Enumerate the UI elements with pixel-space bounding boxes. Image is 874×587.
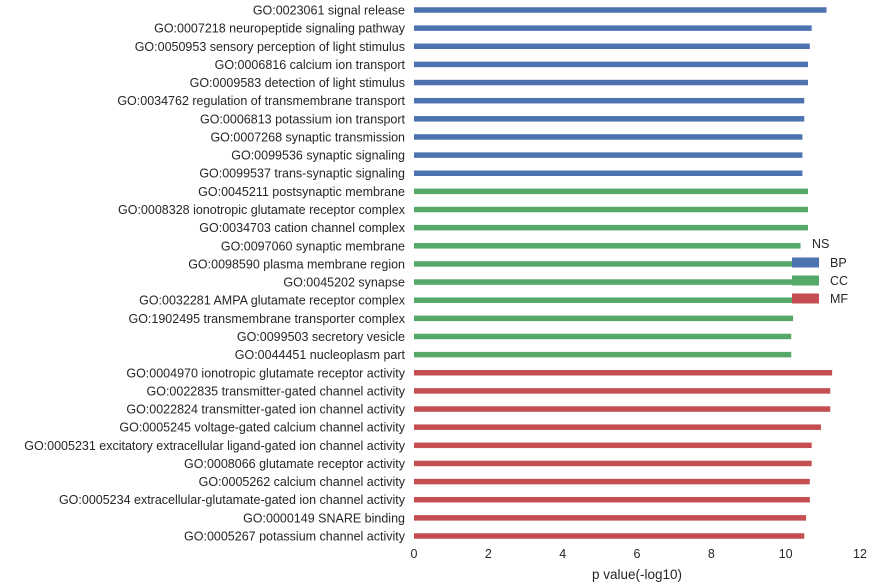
bar [414,533,805,539]
x-tick-label: 10 [779,547,793,561]
x-axis-ticks: 0 2 4 6 8 10 12 [411,547,867,561]
category-label: GO:0000149 SNARE binding [243,511,405,525]
bar [414,297,794,303]
category-label: GO:0005231 excitatory extracellular liga… [24,439,406,453]
category-label: GO:0009583 detection of light stimulus [190,76,405,90]
category-label: GO:0097060 synaptic membrane [221,239,405,253]
category-label: GO:0005267 potassium channel activity [184,530,406,544]
x-tick-label: 6 [634,547,641,561]
x-tick-label: 8 [708,547,715,561]
category-label: GO:0099537 trans-synaptic signaling [199,167,405,181]
category-label: GO:0006813 potassium ion transport [200,112,406,126]
category-label: GO:0007268 synaptic transmission [210,130,405,144]
x-tick-label: 4 [559,547,566,561]
category-label: GO:0099536 synaptic signaling [231,149,405,163]
bar [414,188,808,195]
bar [414,61,808,68]
bar [414,515,807,521]
legend-title: NS [812,237,829,251]
x-axis-title: p value(-log10) [592,567,682,582]
bar [414,134,803,140]
bar [414,370,833,376]
bar [414,333,792,340]
category-label: GO:0006816 calcium ion transport [215,58,406,72]
bar [414,478,810,485]
bar [414,97,805,104]
category-label: GO:0023061 signal release [253,4,405,18]
legend-swatch [792,275,819,286]
bar [414,170,803,176]
bar [414,496,810,503]
category-label: GO:0022824 transmitter-gated ion channel… [126,403,405,417]
category-label: GO:0098590 plasma membrane region [188,257,405,271]
category-label: GO:0045202 synapse [283,276,405,290]
category-label: GO:0044451 nucleoplasm part [235,348,406,362]
category-label: GO:0034703 cation channel complex [199,221,405,235]
category-label: GO:0005245 voltage-gated calcium channel… [119,421,405,435]
legend-swatch [792,293,819,304]
bar [414,79,808,86]
category-label: GO:0099503 secretory vesicle [237,330,405,344]
bar [414,388,831,394]
bar [414,243,801,249]
bar [414,279,794,285]
category-label: GO:0022835 transmitter-gated channel act… [147,384,406,398]
bar [414,351,792,358]
bar [414,206,808,213]
category-label: GO:0034762 regulation of transmembrane t… [117,94,405,108]
bar [414,424,821,430]
category-label: GO:0045211 postsynaptic membrane [198,185,405,199]
category-label: GO:0007218 neuropeptide signaling pathwa… [154,22,406,36]
category-label: GO:0005262 calcium channel activity [199,475,406,489]
category-label: GO:0050953 sensory perception of light s… [135,40,405,54]
category-label: GO:1902495 transmembrane transporter com… [128,312,405,326]
bar [414,261,794,267]
legend: NS BP CC MF [792,237,848,306]
x-tick-label: 2 [485,547,492,561]
category-label: GO:0008066 glutamate receptor activity [184,457,406,471]
legend-label: BP [830,256,847,270]
legend-swatch [792,257,819,268]
bar [414,315,794,322]
category-label: GO:0004970 ionotropic glutamate receptor… [126,366,405,380]
bar [414,43,810,50]
bar [414,224,808,231]
bar [414,116,805,122]
bar [414,25,812,31]
bar [414,7,827,13]
bar [414,152,803,158]
category-labels: GO:0023061 signal release GO:0007218 neur… [24,4,406,544]
bar [414,406,831,412]
bar [414,460,812,467]
category-label: GO:0008328 ionotropic glutamate receptor… [118,203,406,217]
bars-layer [414,7,833,539]
legend-label: CC [830,274,848,288]
legend-label: MF [830,292,848,306]
bar [414,442,812,449]
x-tick-label: 12 [853,547,867,561]
category-label: GO:0032281 AMPA glutamate receptor compl… [139,294,406,308]
category-label: GO:0005234 extracellular-glutamate-gated… [59,493,406,507]
x-tick-label: 0 [411,547,418,561]
